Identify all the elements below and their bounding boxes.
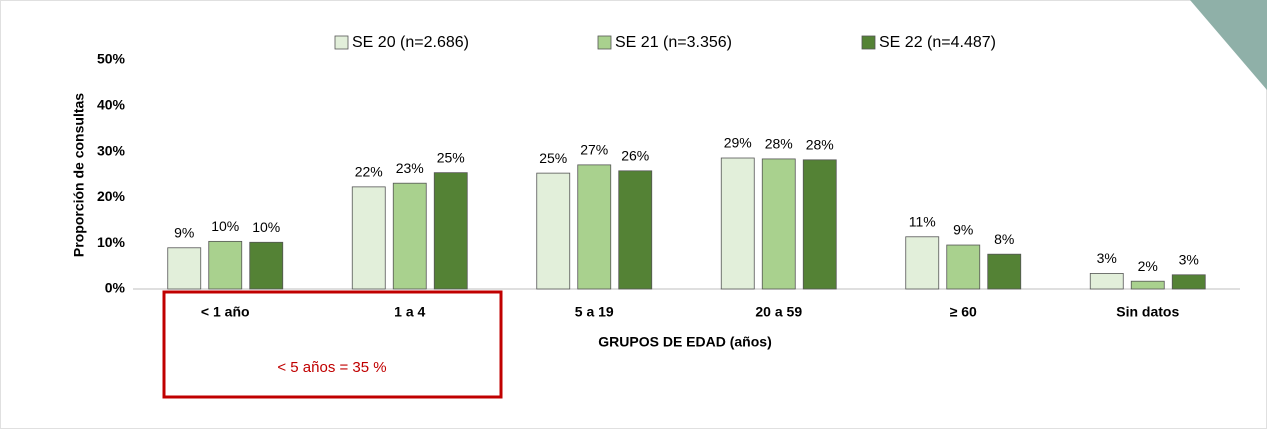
x-axis-label: GRUPOS DE EDAD (años) [598, 334, 771, 350]
bar [720, 157, 755, 290]
value-label: 8% [994, 231, 1014, 247]
x-tick-label: 5 a 19 [575, 304, 614, 320]
value-label: 10% [211, 218, 239, 234]
annotation: < 5 años = 35 % [277, 359, 386, 376]
y-axis-label: Proporción de consultas [71, 93, 87, 257]
value-label: 25% [437, 149, 465, 165]
bar [208, 240, 243, 290]
bar [1089, 273, 1124, 290]
bar [1130, 280, 1165, 290]
legend-swatch [334, 35, 349, 50]
value-label: 28% [765, 136, 793, 152]
bar [167, 247, 202, 290]
value-label: 23% [396, 160, 424, 176]
legend-label: SE 21 (n=3.356) [615, 34, 732, 51]
legend-swatch [597, 35, 612, 50]
value-label: 28% [806, 137, 834, 153]
bar [536, 172, 571, 290]
bar [987, 253, 1022, 290]
bar [1171, 274, 1206, 290]
bar [351, 186, 386, 290]
bar [392, 182, 427, 290]
bar [577, 164, 612, 290]
value-label: 27% [580, 142, 608, 158]
value-label: 3% [1179, 252, 1199, 268]
y-tick-label: 10% [97, 234, 126, 250]
value-label: 2% [1138, 258, 1158, 274]
value-label: 10% [252, 219, 280, 235]
y-tick-label: 30% [97, 142, 126, 158]
bar [946, 244, 981, 290]
legend-label: SE 20 (n=2.686) [352, 34, 469, 51]
value-label: 9% [953, 222, 973, 238]
bar [802, 159, 837, 290]
bar [249, 241, 284, 290]
value-label: 25% [539, 150, 567, 166]
y-tick-label: 20% [97, 188, 126, 204]
x-tick-label: ≥ 60 [950, 304, 977, 320]
x-tick-label: < 1 año [201, 304, 250, 320]
value-label: 29% [724, 135, 752, 151]
corner-decoration [1190, 0, 1267, 90]
x-tick-label: 1 a 4 [394, 304, 425, 320]
value-label: 3% [1097, 250, 1117, 266]
legend-swatch [861, 35, 876, 50]
bar [761, 158, 796, 290]
y-tick-label: 50% [97, 51, 126, 67]
value-label: 22% [355, 164, 383, 180]
y-tick-label: 40% [97, 97, 126, 113]
bar [905, 236, 940, 290]
bar [618, 170, 653, 290]
x-tick-label: Sin datos [1116, 304, 1179, 320]
x-tick-label: 20 a 59 [755, 304, 802, 320]
value-label: 9% [174, 224, 194, 240]
y-tick-label: 0% [105, 280, 126, 296]
annotation-box [162, 290, 503, 399]
value-label: 11% [909, 213, 936, 229]
legend-label: SE 22 (n=4.487) [879, 34, 996, 51]
value-label: 26% [621, 148, 649, 164]
bar [433, 172, 468, 290]
